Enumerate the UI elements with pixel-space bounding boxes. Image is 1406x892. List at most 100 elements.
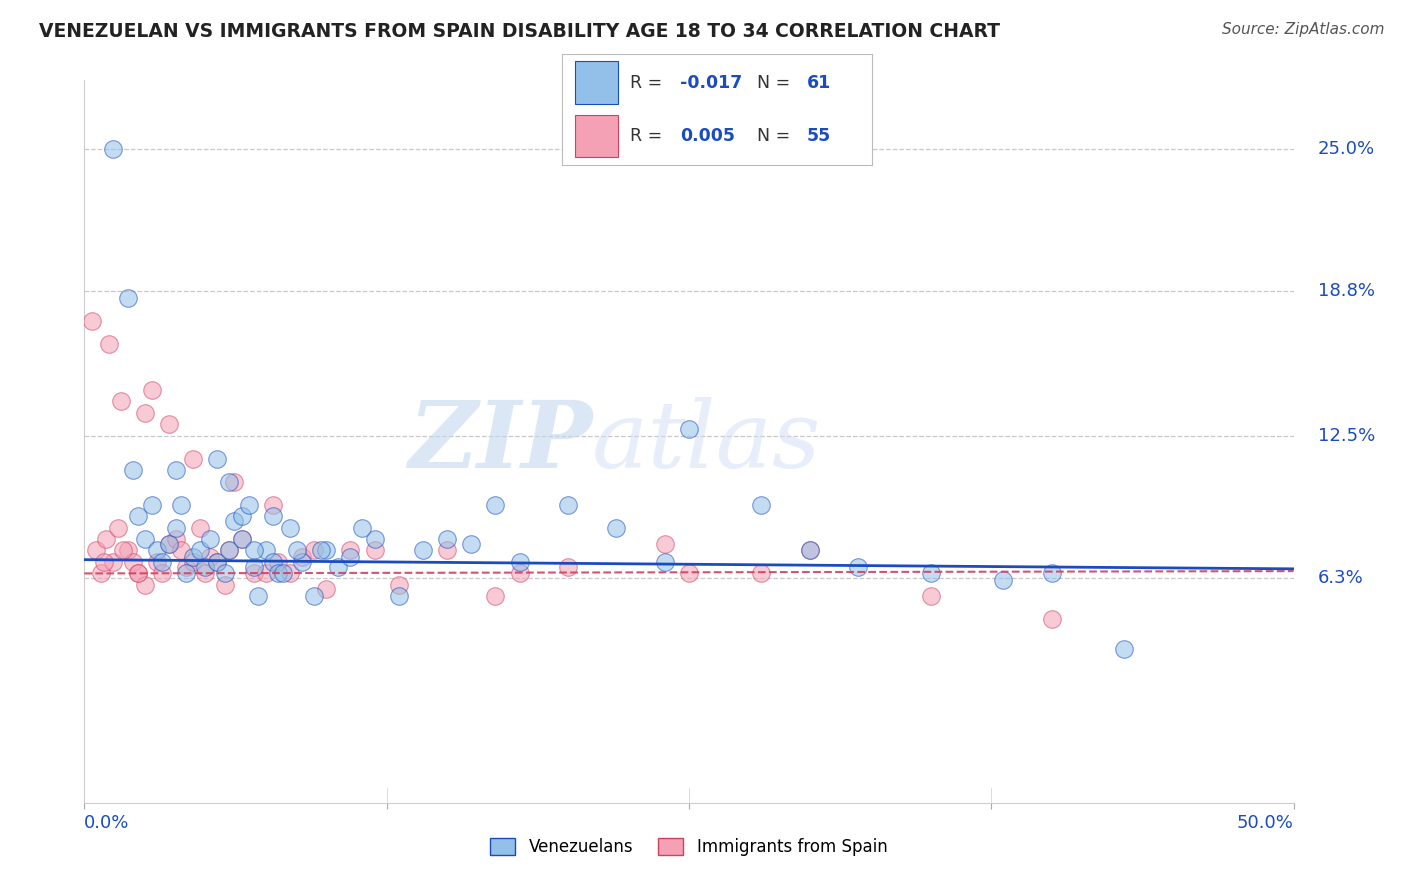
Point — [920, 566, 942, 581]
Point — [388, 578, 411, 592]
Point — [134, 406, 156, 420]
Point — [150, 566, 173, 581]
Point — [278, 566, 301, 581]
Point — [1040, 612, 1063, 626]
Point — [181, 550, 204, 565]
Point — [460, 536, 482, 550]
Point — [654, 555, 676, 569]
Point — [339, 550, 361, 565]
Text: N =: N = — [758, 127, 796, 145]
Point — [267, 555, 290, 569]
Text: 25.0%: 25.0% — [1317, 140, 1375, 158]
Point — [90, 566, 112, 581]
Point — [127, 509, 149, 524]
Point — [141, 498, 163, 512]
Point — [1114, 642, 1136, 657]
Point — [207, 555, 229, 569]
Point — [107, 520, 129, 534]
Point — [170, 498, 193, 512]
Point — [339, 543, 361, 558]
Point — [291, 550, 314, 565]
Point — [110, 394, 132, 409]
Point — [557, 559, 579, 574]
Point — [141, 383, 163, 397]
Point — [117, 291, 139, 305]
Point — [846, 559, 869, 574]
Point — [231, 509, 253, 524]
Text: R =: R = — [630, 127, 668, 145]
Text: 12.5%: 12.5% — [1317, 426, 1375, 445]
Point — [165, 532, 187, 546]
Legend: Venezuelans, Immigrants from Spain: Venezuelans, Immigrants from Spain — [484, 831, 894, 863]
Text: 18.8%: 18.8% — [1317, 282, 1375, 301]
Point — [285, 543, 308, 558]
Text: 6.3%: 6.3% — [1317, 569, 1364, 587]
Point — [751, 566, 773, 581]
Point — [174, 559, 197, 574]
Point — [146, 543, 169, 558]
Text: 55: 55 — [807, 127, 831, 145]
Text: 61: 61 — [807, 73, 831, 92]
Point — [678, 422, 700, 436]
Point — [198, 532, 221, 546]
Point — [262, 555, 284, 569]
Point — [174, 566, 197, 581]
Point — [218, 543, 240, 558]
Point — [224, 475, 246, 489]
Text: Source: ZipAtlas.com: Source: ZipAtlas.com — [1222, 22, 1385, 37]
Point — [190, 543, 212, 558]
FancyBboxPatch shape — [575, 62, 619, 103]
Point — [181, 451, 204, 466]
Point — [509, 555, 531, 569]
Point — [436, 543, 458, 558]
Point — [127, 566, 149, 581]
Point — [134, 532, 156, 546]
Point — [302, 590, 325, 604]
Point — [412, 543, 434, 558]
Point — [214, 566, 236, 581]
Point — [254, 543, 277, 558]
Point — [170, 543, 193, 558]
Point — [150, 555, 173, 569]
Point — [302, 543, 325, 558]
Point — [363, 532, 385, 546]
Point — [484, 498, 506, 512]
Text: 0.005: 0.005 — [681, 127, 735, 145]
Point — [231, 532, 253, 546]
Point — [121, 463, 143, 477]
Point — [363, 543, 385, 558]
Point — [1040, 566, 1063, 581]
Point — [654, 536, 676, 550]
Text: 0.0%: 0.0% — [84, 814, 129, 832]
Point — [207, 555, 229, 569]
Point — [993, 574, 1015, 588]
Point — [80, 314, 103, 328]
FancyBboxPatch shape — [575, 115, 619, 157]
Point — [920, 590, 942, 604]
Point — [190, 520, 212, 534]
Text: ZIP: ZIP — [408, 397, 592, 486]
Point — [103, 555, 125, 569]
Point — [181, 555, 204, 569]
Text: atlas: atlas — [592, 397, 821, 486]
Point — [214, 578, 236, 592]
Point — [127, 566, 149, 581]
Point — [134, 578, 156, 592]
Point — [198, 550, 221, 565]
Point — [678, 566, 700, 581]
Text: R =: R = — [630, 73, 668, 92]
Point — [262, 509, 284, 524]
Text: 50.0%: 50.0% — [1237, 814, 1294, 832]
Point — [799, 543, 821, 558]
Point — [157, 536, 180, 550]
Point — [799, 543, 821, 558]
Point — [278, 520, 301, 534]
Point — [242, 543, 264, 558]
Point — [218, 543, 240, 558]
Point — [557, 498, 579, 512]
Point — [194, 566, 217, 581]
Point — [271, 566, 294, 581]
Point — [605, 520, 627, 534]
Point — [112, 543, 135, 558]
Point — [388, 590, 411, 604]
